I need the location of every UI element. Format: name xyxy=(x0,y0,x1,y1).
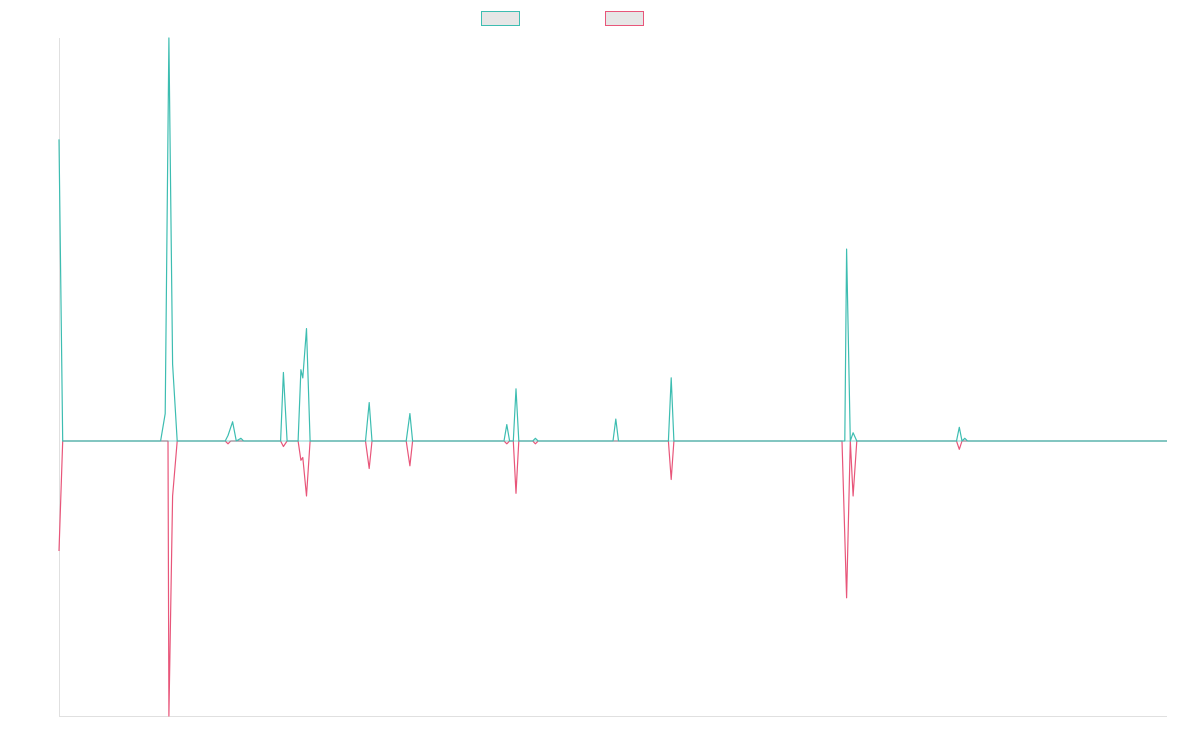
series-line-1 xyxy=(58,37,1167,442)
plot-area xyxy=(58,37,1167,717)
legend-item-series-1[interactable] xyxy=(481,9,526,27)
legend-item-series-2[interactable] xyxy=(605,9,650,27)
series-line-2 xyxy=(58,440,1167,717)
legend xyxy=(0,9,1200,27)
legend-swatch-series-2 xyxy=(605,10,644,26)
legend-swatch-series-1 xyxy=(481,10,520,26)
